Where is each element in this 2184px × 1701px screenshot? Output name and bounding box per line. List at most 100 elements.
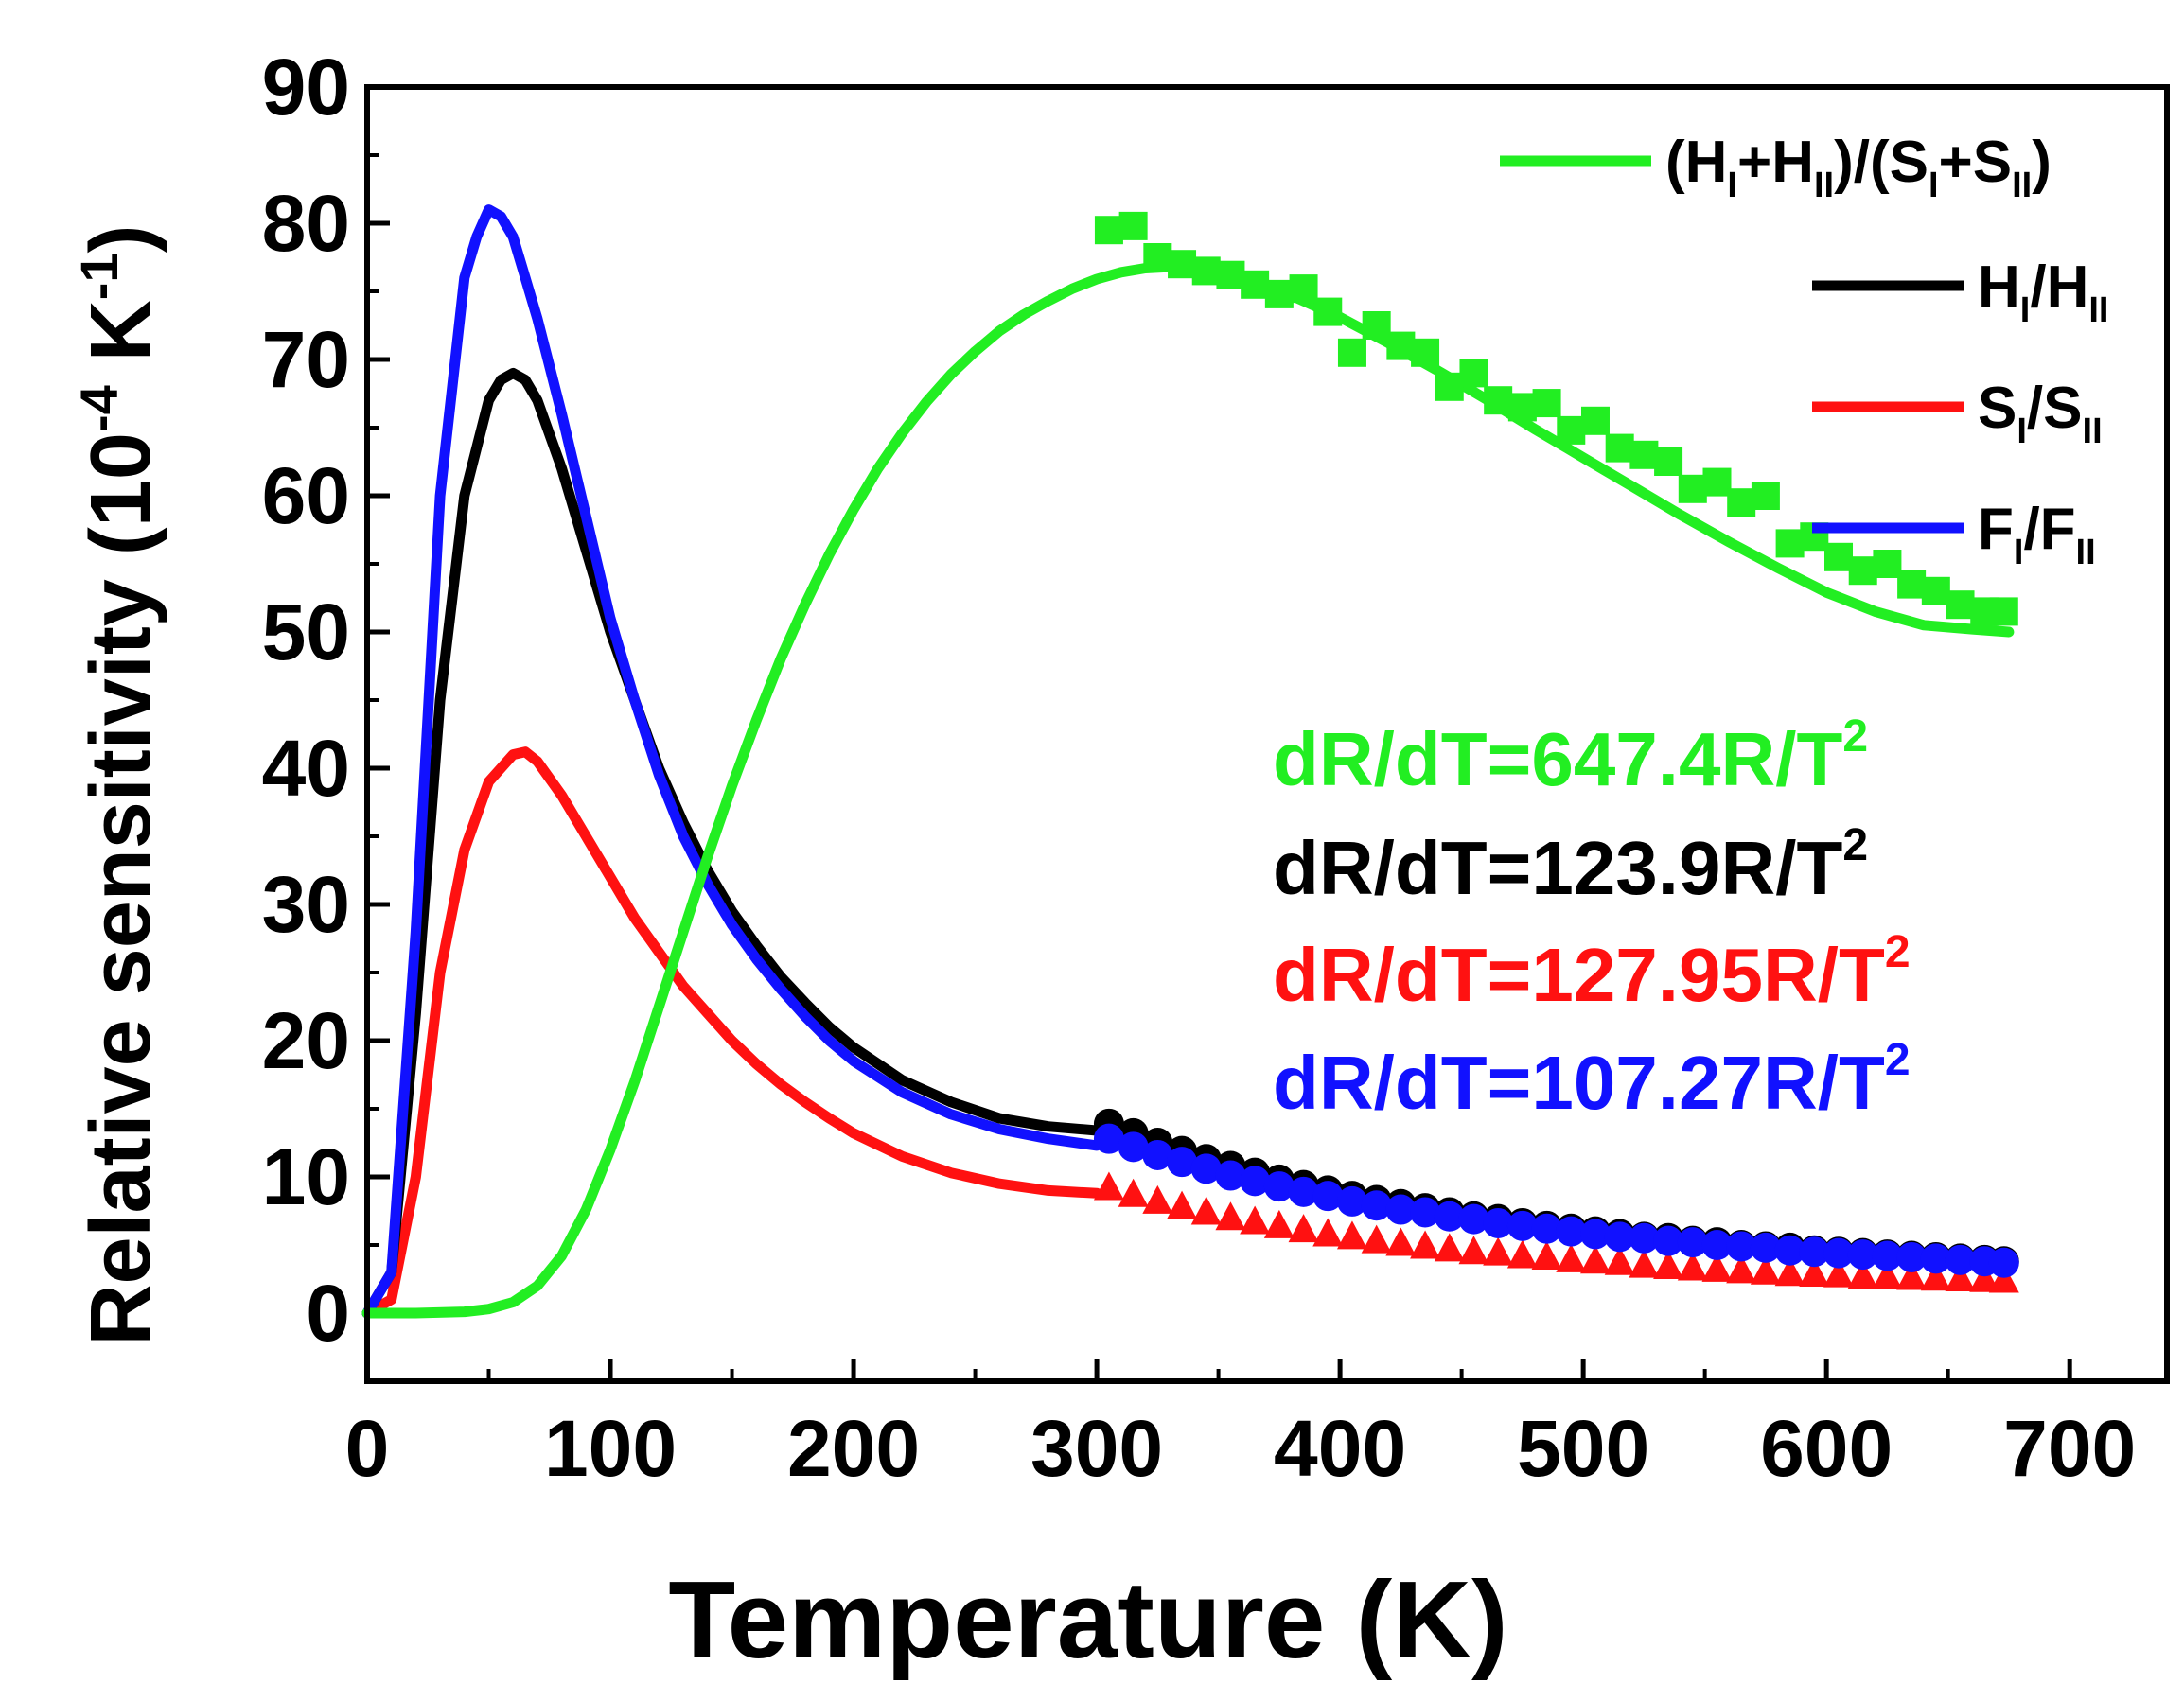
data-point-0 <box>1946 590 1975 620</box>
data-point-3 <box>1988 1247 2019 1278</box>
data-point-3 <box>1653 1225 1684 1256</box>
data-point-3 <box>1288 1176 1319 1207</box>
data-point-2 <box>1579 1245 1611 1274</box>
data-point-0 <box>1557 415 1586 445</box>
data-point-2 <box>1896 1261 1928 1290</box>
data-point-0 <box>1848 556 1877 586</box>
data-point-3 <box>1920 1243 1951 1274</box>
data-point-3 <box>1167 1147 1198 1178</box>
y-tick-label: 40 <box>262 724 350 813</box>
data-point-3 <box>1945 1244 1976 1275</box>
series-line-1 <box>361 367 1102 1319</box>
series-line-2 <box>361 746 1102 1319</box>
data-point-3 <box>1677 1227 1708 1258</box>
legend-label-green: (HI+HII)/(SI+SII) <box>1665 130 2052 205</box>
data-point-3 <box>1361 1190 1392 1221</box>
data-point-2 <box>1604 1246 1635 1275</box>
data-point-0 <box>1727 488 1756 517</box>
y-tick-label: 60 <box>262 451 350 540</box>
data-point-0 <box>1459 359 1488 388</box>
data-point-2 <box>1385 1227 1417 1256</box>
data-point-3 <box>1726 1231 1757 1262</box>
data-point-2 <box>1458 1236 1489 1265</box>
data-point-3 <box>1093 1123 1124 1154</box>
data-point-3 <box>1556 1216 1587 1247</box>
data-point-3 <box>1506 1210 1538 1241</box>
data-point-3 <box>1896 1241 1928 1272</box>
x-tick-label: 200 <box>787 1404 920 1493</box>
data-point-2 <box>1215 1201 1246 1231</box>
data-point-2 <box>1142 1184 1173 1214</box>
data-point-0 <box>1775 529 1805 558</box>
data-point-2 <box>1118 1178 1149 1207</box>
x-tick-label: 0 <box>345 1404 390 1493</box>
annotations: dR/dT=647.4R/T2 dR/dT=123.9R/T2 dR/dT=12… <box>1273 711 1911 1125</box>
data-point-2 <box>1653 1251 1684 1280</box>
data-point-2 <box>1093 1171 1124 1201</box>
data-point-3 <box>1385 1194 1417 1225</box>
y-tick-label: 80 <box>262 179 350 268</box>
y-axis-label-exp2: -1 <box>69 253 129 300</box>
annotation-red: dR/dT=127.95R/T2 <box>1273 927 1911 1017</box>
data-point-0 <box>1702 467 1732 497</box>
data-point-2 <box>1167 1190 1198 1219</box>
annotation-black: dR/dT=123.9R/T2 <box>1273 820 1868 910</box>
data-point-3 <box>1750 1232 1781 1263</box>
data-point-3 <box>1240 1166 1271 1197</box>
data-point-3 <box>1799 1236 1830 1268</box>
x-tick-label: 400 <box>1274 1404 1406 1493</box>
y-tick-label: 50 <box>262 587 350 676</box>
y-tick-label: 30 <box>262 860 350 949</box>
y-axis-label-main: Relative sensitivity (10 <box>74 432 168 1345</box>
data-point-3 <box>1629 1222 1660 1254</box>
data-point-0 <box>1143 243 1172 272</box>
data-point-0 <box>1337 338 1366 367</box>
annotation-green: dR/dT=647.4R/T2 <box>1273 711 1868 801</box>
data-point-3 <box>1190 1153 1222 1184</box>
data-point-2 <box>1190 1196 1222 1225</box>
data-point-0 <box>1313 297 1343 326</box>
data-point-3 <box>1604 1221 1635 1253</box>
data-point-0 <box>1654 447 1683 476</box>
data-point-3 <box>1579 1219 1611 1250</box>
data-point-0 <box>1873 550 1902 578</box>
data-point-2 <box>1945 1263 1976 1291</box>
data-point-3 <box>1701 1230 1733 1260</box>
data-point-0 <box>1435 372 1464 401</box>
data-point-3 <box>1336 1185 1367 1217</box>
data-point-0 <box>1386 331 1416 360</box>
data-point-2 <box>1336 1220 1367 1250</box>
data-point-3 <box>1823 1237 1855 1269</box>
data-point-0 <box>1921 576 1950 605</box>
data-point-3 <box>1263 1171 1295 1202</box>
data-point-2 <box>1531 1240 1562 1270</box>
data-point-3 <box>1458 1203 1489 1235</box>
data-point-0 <box>1532 389 1561 418</box>
data-point-0 <box>1118 211 1148 240</box>
data-point-2 <box>1774 1257 1805 1287</box>
data-point-2 <box>1483 1236 1514 1266</box>
data-point-0 <box>1216 260 1245 289</box>
data-point-3 <box>1531 1213 1562 1244</box>
data-point-0 <box>1507 393 1537 422</box>
legend: (HI+HII)/(SI+SII) HI/HII SI/SII FI/FII <box>1500 130 2108 572</box>
data-point-2 <box>1629 1249 1660 1278</box>
data-point-2 <box>1750 1255 1781 1285</box>
legend-label-red: SI/SII <box>1978 376 2103 451</box>
y-tick-label: 70 <box>262 315 350 404</box>
data-point-3 <box>1410 1197 1441 1228</box>
data-point-2 <box>1677 1252 1708 1281</box>
series-line-0 <box>361 261 2015 1319</box>
data-point-2 <box>1312 1218 1344 1247</box>
data-point-2 <box>1556 1243 1587 1272</box>
y-axis-label: Relative sensitivity (10-4 K-1) <box>69 224 168 1345</box>
x-tick-label: 100 <box>544 1404 677 1493</box>
data-point-3 <box>1872 1240 1903 1271</box>
axis-ticks: 0 100 200 300 400 500 600 700 0 10 20 30 40 50 60 70 80 9… <box>262 43 2137 1493</box>
y-tick-label: 0 <box>306 1269 350 1358</box>
series-line-3 <box>361 204 1102 1319</box>
data-point-2 <box>1434 1233 1465 1262</box>
data-point-2 <box>1969 1263 2000 1292</box>
data-point-3 <box>1774 1235 1805 1266</box>
